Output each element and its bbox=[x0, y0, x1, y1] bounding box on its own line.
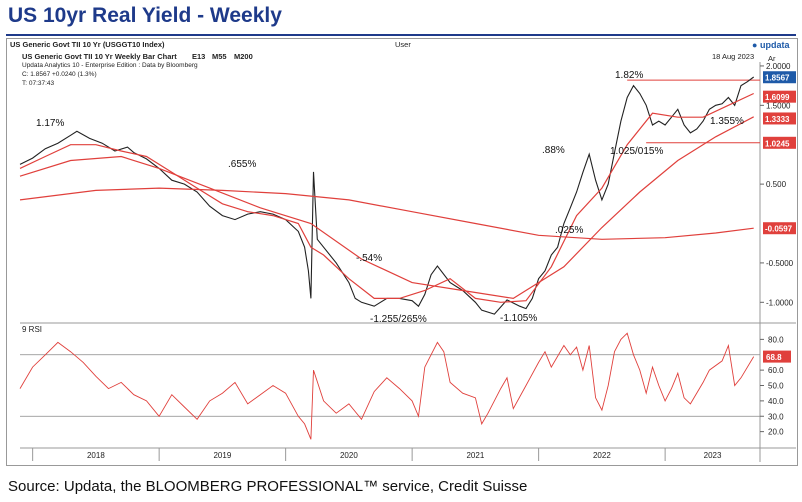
ma-label-m55: M55 bbox=[212, 52, 227, 61]
rsi-line bbox=[19, 332, 755, 440]
value-tag bbox=[763, 71, 796, 84]
annotation: 1.025/015% bbox=[610, 146, 663, 157]
x-tick-label: 2023 bbox=[704, 451, 722, 460]
chart-date: 18 Aug 2023 bbox=[712, 52, 755, 61]
y-tick-label: 1.5000 bbox=[766, 101, 791, 110]
user-label: User bbox=[395, 40, 411, 49]
value-tag bbox=[763, 112, 796, 125]
price-line bbox=[19, 76, 755, 315]
value-tag bbox=[763, 136, 796, 149]
annotation: 1.82% bbox=[615, 70, 643, 81]
rsi-value-tag-label: 68.8 bbox=[766, 353, 782, 362]
rsi-tick-label: 50.0 bbox=[768, 382, 784, 391]
updata-logo: ● updata bbox=[752, 40, 789, 50]
annotation: -.54% bbox=[356, 253, 382, 264]
rsi-tick-label: 30.0 bbox=[768, 412, 784, 421]
rsi-tick-label: 60.0 bbox=[768, 366, 784, 375]
y-tick-label: -0.5000 bbox=[766, 259, 794, 268]
close-label: C: 1.8567 +0.0240 (1.3%) bbox=[22, 71, 97, 78]
time-label: T: 07:37:43 bbox=[22, 80, 55, 87]
y-tick-label: 0.500 bbox=[766, 180, 787, 189]
rsi-tick-label: 40.0 bbox=[768, 397, 784, 406]
rsi-tick-label: 80.0 bbox=[768, 335, 784, 344]
y-tick-label: 2.0000 bbox=[766, 62, 791, 71]
x-tick-label: 2020 bbox=[340, 451, 358, 460]
page-title: US 10yr Real Yield - Weekly bbox=[8, 4, 282, 27]
value-tag-label: 1.8567 bbox=[765, 74, 790, 83]
security-label: US Generic Govt TII 10 Yr (USGGT10 Index… bbox=[10, 40, 165, 49]
value-tag-label: 1.3333 bbox=[765, 115, 790, 124]
x-tick-label: 2018 bbox=[87, 451, 105, 460]
edition-label: Updata Analytics 10 - Enterprise Edition… bbox=[22, 62, 198, 69]
ma-label-m200: M200 bbox=[234, 52, 253, 61]
axis-unit: Ar bbox=[768, 54, 776, 63]
y-tick-label: -1.0000 bbox=[766, 298, 794, 307]
updata-logo-text: updata bbox=[759, 40, 790, 50]
annotation: .655% bbox=[228, 159, 256, 170]
moving-average-line bbox=[19, 116, 754, 300]
moving-average-line bbox=[19, 187, 754, 240]
annotation: -1.255/265% bbox=[370, 314, 427, 325]
moving-average-line bbox=[19, 92, 754, 303]
x-tick-label: 2022 bbox=[593, 451, 611, 460]
x-tick-label: 2019 bbox=[213, 451, 231, 460]
chart-frame bbox=[6, 38, 798, 466]
rsi-title: 9 RSI bbox=[22, 325, 42, 334]
annotation: 1.17% bbox=[36, 118, 64, 129]
annotation: -1.105% bbox=[500, 313, 537, 324]
title-rule bbox=[6, 34, 796, 36]
source-note: Source: Updata, the BLOOMBERG PROFESSION… bbox=[8, 478, 528, 495]
annotation: 1.355% bbox=[710, 116, 744, 127]
value-tag bbox=[763, 222, 796, 235]
updata-logo-icon: ● bbox=[752, 40, 758, 50]
annotation: .025% bbox=[555, 225, 583, 236]
value-tag bbox=[763, 90, 796, 103]
value-tag-label: 1.0245 bbox=[765, 139, 790, 148]
ma-label-e13: E13 bbox=[192, 52, 206, 61]
rsi-value-tag bbox=[763, 350, 791, 363]
x-tick-label: 2021 bbox=[466, 451, 484, 460]
annotation: .88% bbox=[542, 145, 565, 156]
rsi-tick-label: 20.0 bbox=[768, 428, 784, 437]
value-tag-label: 1.6099 bbox=[765, 93, 790, 102]
chart-name: US Generic Govt TII 10 Yr Weekly Bar Cha… bbox=[22, 52, 177, 61]
value-tag-label: -0.0597 bbox=[765, 225, 793, 234]
